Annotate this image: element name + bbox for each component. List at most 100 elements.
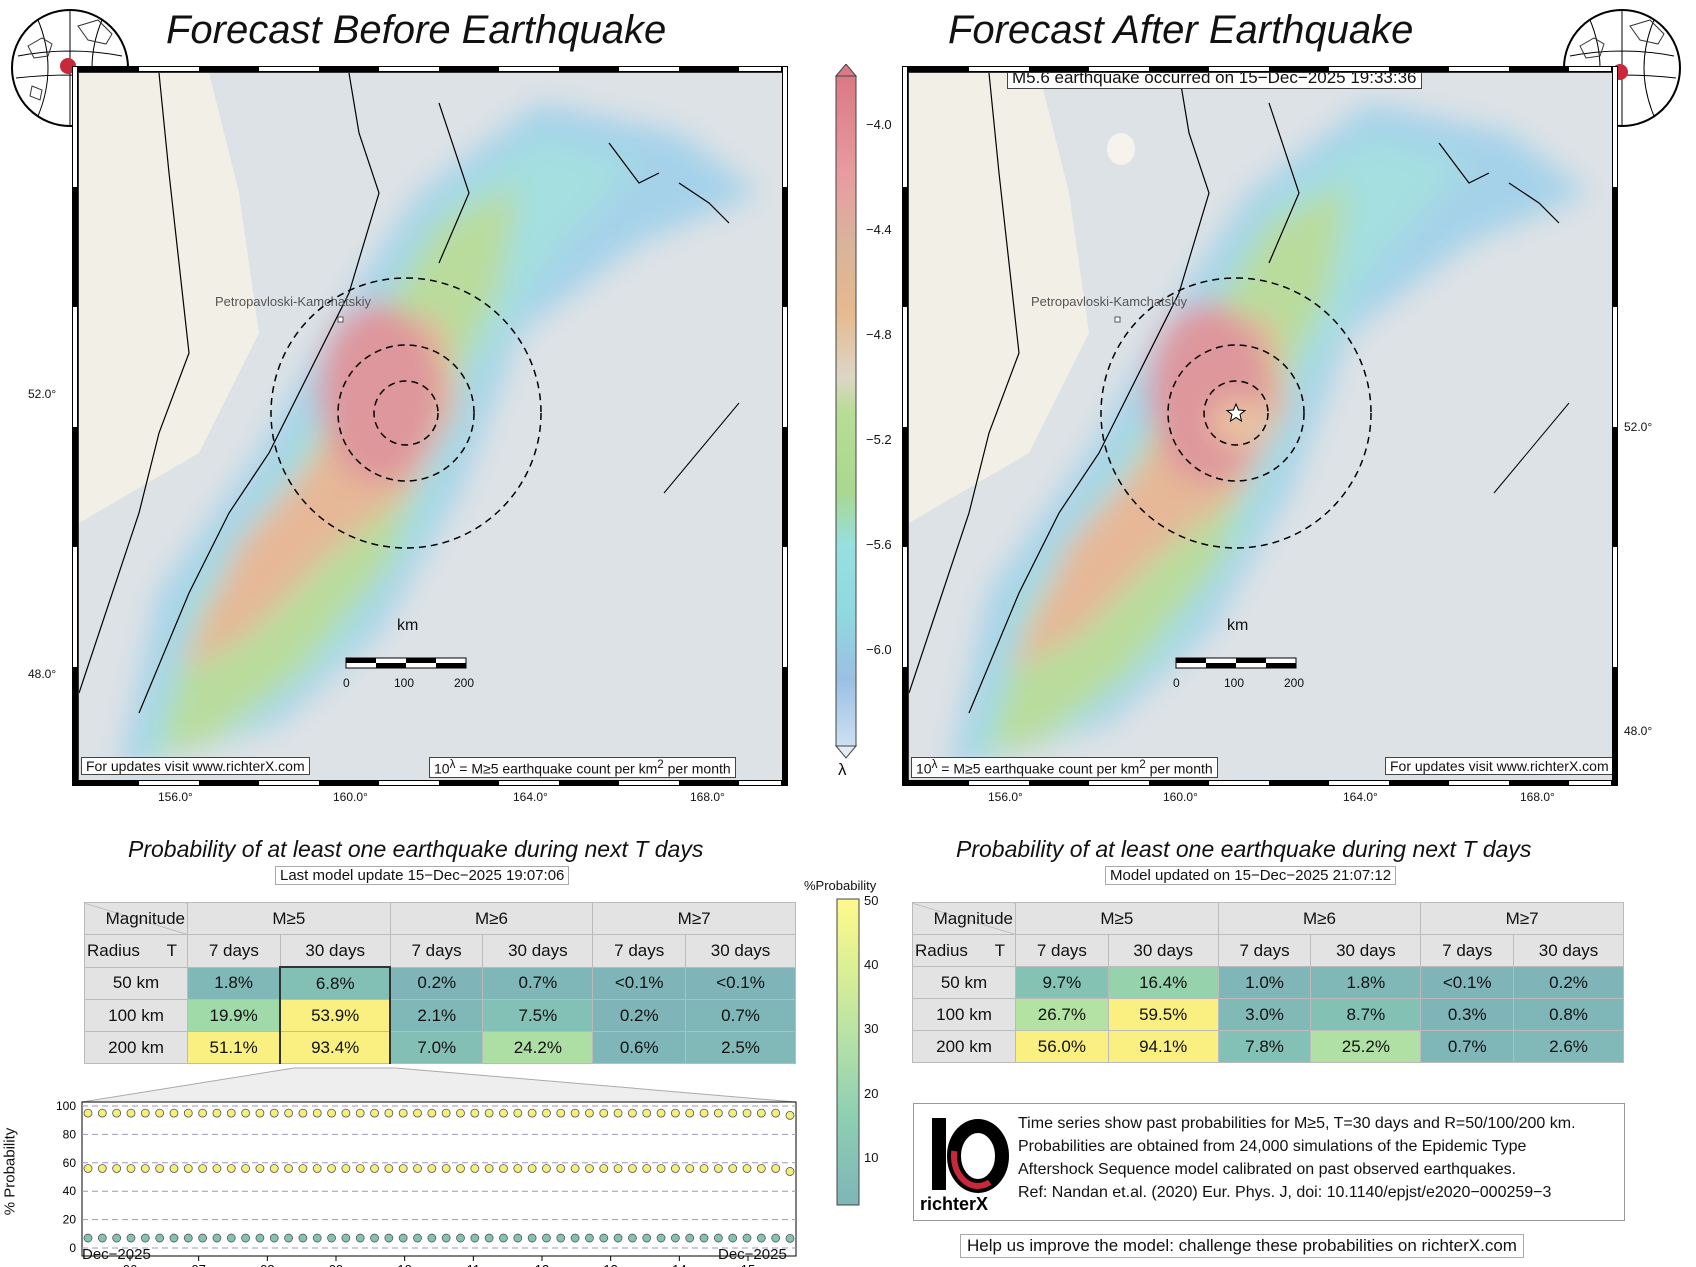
right-table-cell: 0.7% — [1420, 1030, 1515, 1063]
ts-point — [628, 1164, 637, 1173]
ts-point — [140, 1233, 150, 1243]
ts-point — [212, 1233, 222, 1243]
ts-point — [771, 1164, 781, 1173]
right-table-cell: 1.0% — [1217, 966, 1312, 999]
ts-xtick: 12 — [535, 1262, 549, 1267]
ts-point — [656, 1164, 666, 1173]
left-lat-tick-48: 48.0° — [28, 667, 57, 681]
right-lat-tick-52: 52.0° — [1624, 420, 1653, 434]
ts-point — [255, 1164, 265, 1173]
ts-point — [527, 1233, 537, 1243]
ts-point — [785, 1167, 795, 1176]
ts-point — [112, 1108, 122, 1118]
left-table-cell: 1.8% — [187, 966, 281, 1000]
help-link[interactable]: Help us improve the model: challenge the… — [960, 1234, 1524, 1258]
right-table-cell: 0.3% — [1420, 998, 1515, 1031]
left-lon-tick-156: 156.0° — [158, 790, 193, 804]
right-table-period-3: 30 days — [1310, 934, 1422, 967]
left-forecast-map[interactable]: Petropavloski-Kamchatskiy km 0 100 200 F… — [28, 66, 792, 804]
ts-xlabel-end: Dec−2025 — [718, 1246, 787, 1263]
right-table-cell: 0.2% — [1513, 966, 1624, 999]
right-lat-tick-48: 48.0° — [1624, 724, 1653, 738]
info-line-4: Ref: Nandan et.al. (2020) Eur. Phys. J, … — [1018, 1184, 1552, 1201]
right-table-cell: 2.6% — [1513, 1030, 1624, 1063]
prob-tick-10: 10 — [864, 1150, 879, 1165]
left-table-cell: 0.7% — [482, 966, 594, 1000]
left-table-period-0: 7 days — [187, 934, 281, 968]
ts-point — [728, 1108, 738, 1118]
left-table-cell: 24.2% — [482, 1031, 594, 1064]
right-table-cell: 9.7% — [1015, 966, 1109, 999]
right-scale-bar — [1175, 657, 1297, 669]
ts-point — [97, 1108, 107, 1118]
prob-colorbar-label: %Probability — [804, 878, 877, 893]
right-table-cell: 94.1% — [1107, 1030, 1219, 1063]
right-table-period-2: 7 days — [1217, 934, 1312, 967]
ts-point — [728, 1164, 738, 1173]
ts-point — [656, 1108, 666, 1118]
left-table-cell: 0.2% — [592, 999, 687, 1032]
left-km-label: km — [397, 617, 419, 634]
left-footer-link[interactable]: For updates visit www.richterX.com — [81, 757, 310, 775]
ts-point — [556, 1108, 566, 1118]
ts-point — [713, 1233, 723, 1243]
ts-ytick: 20 — [63, 1213, 77, 1227]
ts-ytick: 100 — [56, 1099, 76, 1113]
ts-point — [771, 1108, 781, 1118]
left-lat-tick-52: 52.0° — [28, 387, 57, 401]
ts-point — [97, 1233, 107, 1243]
ts-point — [370, 1108, 379, 1118]
right-rate-field — [909, 73, 1613, 781]
info-line-1: Time series show past probabilities for … — [1018, 1115, 1576, 1132]
ts-point — [398, 1233, 408, 1243]
ts-point — [126, 1164, 136, 1173]
right-radius-rings — [1100, 277, 1372, 549]
ts-point — [384, 1164, 394, 1173]
ts-point — [312, 1108, 322, 1118]
rate-tick-3: −4.8 — [866, 327, 892, 342]
right-lon-tick-156: 156.0° — [988, 790, 1023, 804]
right-scale-tick-0: 0 — [1173, 676, 1180, 690]
left-map-title: Forecast Before Earthquake — [166, 8, 667, 52]
info-line-2: Probabilities are obtained from 24,000 s… — [1018, 1138, 1527, 1155]
ts-point — [398, 1164, 408, 1173]
rate-tick-6: −6.0 — [866, 642, 892, 657]
right-footer-link[interactable]: For updates visit www.richterX.com — [1385, 757, 1613, 775]
left-table-radius-1: 100 km — [84, 999, 188, 1032]
ts-point — [427, 1108, 437, 1118]
ts-point — [226, 1233, 236, 1243]
ts-point — [255, 1233, 265, 1243]
ts-point — [756, 1233, 766, 1243]
ts-point — [513, 1108, 523, 1118]
ts-point — [427, 1164, 437, 1173]
right-probability-table: Magnitude M≥5 M≥6 M≥7 Radius T 7 days 30 days 7 … — [912, 902, 1624, 1063]
left-scale-tick-0: 0 — [343, 676, 350, 690]
ts-point — [140, 1108, 150, 1118]
ts-point — [527, 1164, 537, 1173]
right-table-cell: 26.7% — [1015, 998, 1109, 1031]
right-forecast-map[interactable]: M5.6 earthquake occurred on 15−Dec−2025 … — [898, 66, 1652, 804]
ts-point — [126, 1108, 136, 1118]
rate-tick-5: −5.6 — [866, 537, 892, 552]
left-table-cell: 7.0% — [389, 1031, 484, 1064]
ts-point — [642, 1233, 652, 1243]
ts-point — [484, 1164, 494, 1173]
rate-tick-2: −4.4 — [866, 222, 892, 237]
left-table-cell: 93.4% — [279, 1031, 392, 1064]
right-lon-tick-160: 160.0° — [1163, 790, 1198, 804]
ts-point — [226, 1164, 236, 1173]
ts-point — [355, 1108, 365, 1118]
ts-point — [542, 1164, 551, 1173]
ts-xtick: 13 — [603, 1262, 617, 1267]
ts-point — [470, 1108, 480, 1118]
ts-point — [355, 1164, 365, 1173]
ts-point — [327, 1108, 336, 1118]
richterx-logo — [932, 1118, 1009, 1193]
left-city-label: Petropavloski-Kamchatskiy — [215, 294, 372, 309]
ts-point — [499, 1164, 508, 1173]
ts-point — [613, 1108, 623, 1118]
ts-point — [484, 1233, 494, 1243]
right-map-title: Forecast After Earthquake — [948, 8, 1414, 52]
right-table-mag-0: M≥5 — [1015, 902, 1219, 935]
left-lon-tick-168: 168.0° — [690, 790, 725, 804]
